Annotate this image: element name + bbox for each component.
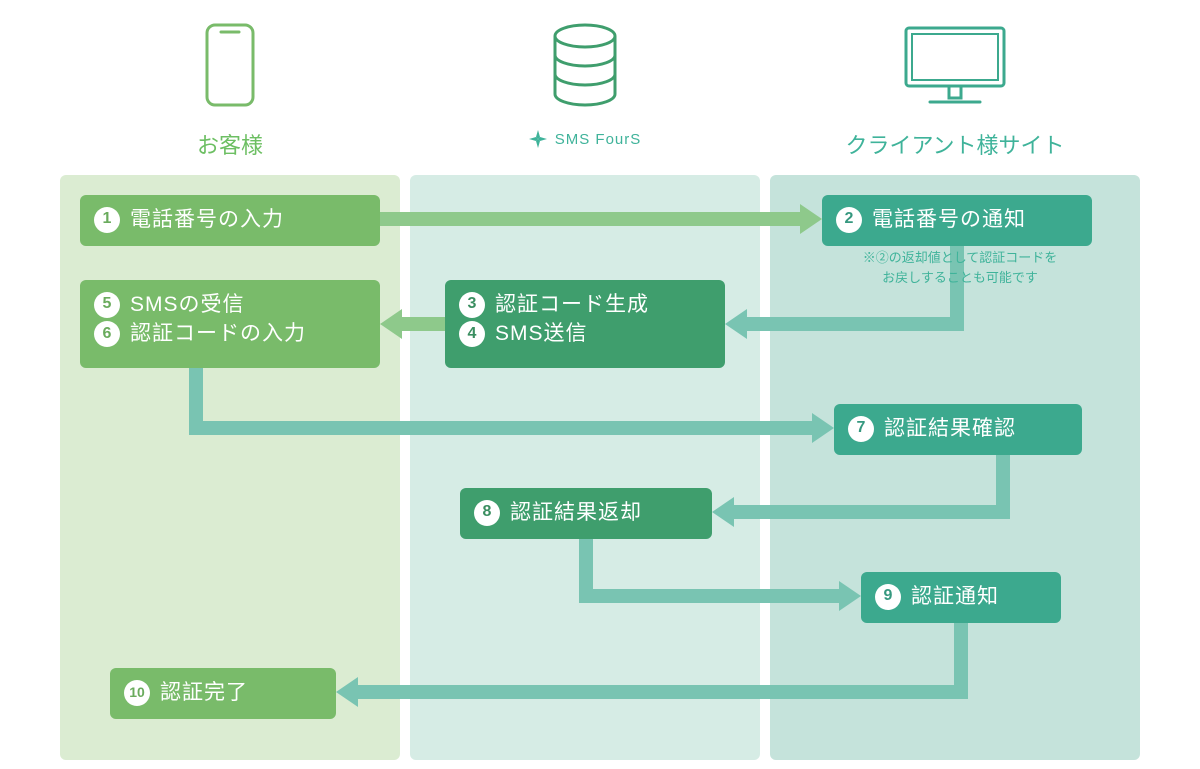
fours-logo-icon	[529, 130, 547, 148]
flow-node-n10: 10 認証完了	[110, 668, 336, 719]
flow-node-n8: 8 認証結果返却	[460, 488, 712, 539]
step-label: 認証コードの入力	[130, 319, 306, 348]
flow-node-n1: 1 電話番号の入力	[80, 195, 380, 246]
flow-step-row: 5 SMSの受信	[94, 290, 366, 319]
flow-step-row: 8 認証結果返却	[474, 498, 698, 527]
step-label: 認証結果返却	[510, 498, 642, 527]
step-label: SMSの受信	[130, 290, 245, 319]
step-number-badge: 6	[94, 321, 120, 347]
step-label: 認証コード生成	[495, 290, 649, 319]
column-label: クライアント様サイト	[845, 133, 1064, 158]
column-header-customer: お客様	[60, 128, 400, 160]
flow-step-row: 10 認証完了	[124, 678, 322, 707]
step-number-badge: 8	[474, 500, 500, 526]
step-label: SMS送信	[495, 319, 588, 348]
step-number-badge: 3	[459, 292, 485, 318]
step-label: 認証完了	[160, 678, 248, 707]
flow-step-row: 4 SMS送信	[459, 319, 711, 348]
step-label: 認証結果確認	[884, 414, 1016, 443]
flow-step-row: 7 認証結果確認	[848, 414, 1068, 443]
monitor-icon	[770, 20, 1140, 110]
smartphone-icon	[60, 20, 400, 110]
database-icon	[410, 20, 760, 110]
step-label: 認証通知	[911, 582, 999, 611]
flow-step-row: 2 電話番号の通知	[836, 205, 1078, 234]
step-label: 電話番号の入力	[130, 205, 284, 234]
flow-step-row: 1 電話番号の入力	[94, 205, 366, 234]
step-number-badge: 4	[459, 321, 485, 347]
step-number-badge: 9	[875, 584, 901, 610]
flow-node-n2: 2 電話番号の通知	[822, 195, 1092, 246]
flow-node-n56: 5 SMSの受信 6 認証コードの入力	[80, 280, 380, 368]
column-header-sms: SMS FourS	[410, 130, 760, 148]
flow-step-row: 3 認証コード生成	[459, 290, 711, 319]
column-label: お客様	[197, 133, 263, 158]
step-number-badge: 10	[124, 680, 150, 706]
column-header-client: クライアント様サイト	[770, 128, 1140, 160]
step-number-badge: 7	[848, 416, 874, 442]
footnote: ※②の返却値として認証コードをお戻しすることも可能です	[812, 248, 1108, 287]
flow-step-row: 9 認証通知	[875, 582, 1047, 611]
diagram-stage: お客様 SMS FourS クライアント様サイト 1 電話番号の入力 2 電話番号の通…	[0, 0, 1200, 769]
flow-node-n9: 9 認証通知	[861, 572, 1061, 623]
flow-node-n7: 7 認証結果確認	[834, 404, 1082, 455]
step-number-badge: 1	[94, 207, 120, 233]
step-label: 電話番号の通知	[872, 205, 1026, 234]
step-number-badge: 2	[836, 207, 862, 233]
flow-node-n34: 3 認証コード生成 4 SMS送信	[445, 280, 725, 368]
column-bg-sms	[410, 175, 760, 760]
flow-step-row: 6 認証コードの入力	[94, 319, 366, 348]
column-label: SMS FourS	[555, 131, 642, 148]
step-number-badge: 5	[94, 292, 120, 318]
